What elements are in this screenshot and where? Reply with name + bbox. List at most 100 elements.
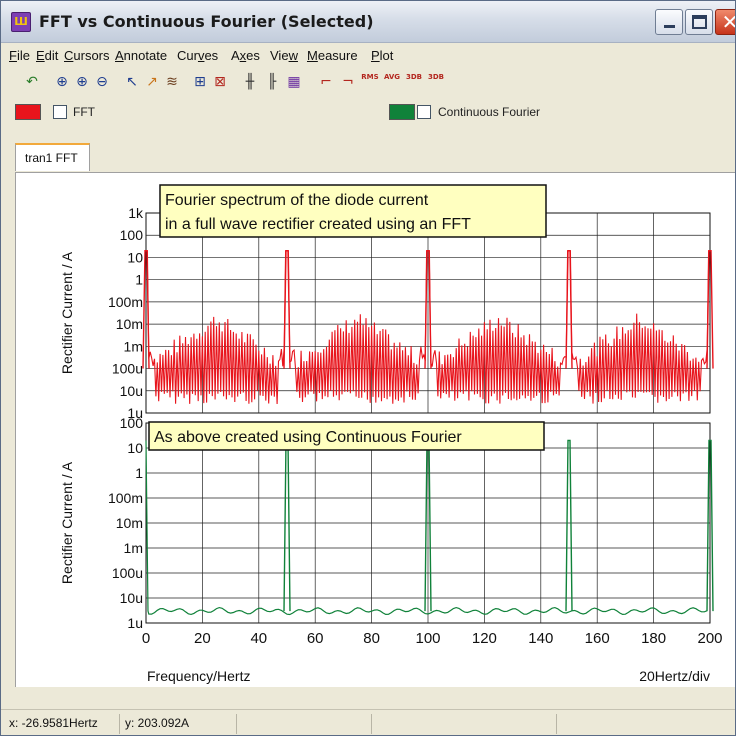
- x-tick-label: 100: [415, 630, 440, 647]
- fft-peak-mark[interactable]: [283, 250, 291, 369]
- continuous-fourier-legend-label: Continuous Fourier: [438, 105, 541, 119]
- fft-ytick-label: 100: [120, 227, 144, 243]
- fft-ytick-label: 10: [127, 249, 143, 265]
- axes-icon[interactable]: ╟: [267, 74, 277, 90]
- continuous-fourier-series-line[interactable]: [145, 440, 708, 616]
- cf-ytick-label: 10u: [120, 590, 143, 606]
- window-title: FFT vs Continuous Fourier (Selected): [39, 12, 374, 31]
- x-tick-label: 80: [363, 630, 380, 647]
- fft-annotation-text: Fourier spectrum of the diode current: [165, 192, 429, 209]
- x-tick-label: 140: [528, 630, 553, 647]
- cursor-a-icon[interactable]: ↖: [126, 74, 138, 90]
- zoom-fit-icon[interactable]: ⊕: [56, 74, 68, 90]
- fft-ytick-label: 1k: [128, 205, 144, 221]
- continuous-fourier-color-swatch[interactable]: [389, 104, 415, 120]
- cf-ytick-label: 10m: [116, 515, 143, 531]
- app-icon[interactable]: Ш: [11, 12, 31, 32]
- menu-plot[interactable]: Plot: [371, 48, 394, 63]
- fft-peak-mark[interactable]: [424, 250, 432, 369]
- falling-edge-icon[interactable]: ¬: [342, 74, 354, 90]
- cursor-b-icon[interactable]: ↗: [146, 74, 158, 90]
- fft-peak-mark[interactable]: [706, 250, 714, 369]
- fft-legend-label: FFT: [73, 105, 95, 119]
- menu-file[interactable]: File: [9, 48, 30, 63]
- x-tick-label: 120: [472, 630, 497, 647]
- rms-icon[interactable]: RMS: [361, 73, 379, 81]
- menu-axes[interactable]: Axes: [231, 48, 260, 63]
- avg-icon[interactable]: AVG: [383, 73, 401, 81]
- legend-bar: FFT Continuous Fourier: [1, 99, 735, 125]
- cf-ytick-label: 10: [127, 440, 143, 456]
- fft-peak-mark[interactable]: [565, 250, 573, 369]
- menu-edit[interactable]: Edit: [36, 48, 59, 63]
- fft-annotation-box[interactable]: [159, 184, 547, 238]
- status-divider: [119, 714, 120, 734]
- fft-ytick-label: 10u: [120, 383, 143, 399]
- fft-peak-mark[interactable]: [142, 250, 150, 369]
- fft-ylabel: Rectifier Current / A: [59, 251, 75, 374]
- toolbar: ↶ ⊕ ⊕ ⊖ ↖ ↗ ≋ ⊞ ⊠ ╫ ╟ ▦ ⌐ ¬ RMS AVG 3DB …: [1, 69, 735, 95]
- cf-ytick-label: 1u: [127, 615, 143, 631]
- fft-ytick-label: 100u: [112, 361, 143, 377]
- fft-color-swatch[interactable]: [15, 104, 41, 120]
- delete-curve-icon[interactable]: ⊠: [214, 74, 226, 90]
- fft-ytick-label: 1u: [127, 405, 143, 421]
- tab-tran1-fft[interactable]: tran1 FFT: [15, 143, 90, 171]
- status-divider: [236, 714, 237, 734]
- status-bar: x: -26.9581Hertz y: 203.092A: [1, 709, 735, 735]
- menu-curves[interactable]: Curves: [177, 48, 219, 63]
- continuous-fourier-peak-mark[interactable]: [565, 439, 573, 612]
- menu-measure[interactable]: Measure: [307, 48, 358, 63]
- minimize-button[interactable]: [655, 9, 683, 35]
- x-tick-label: 60: [307, 630, 324, 647]
- cf-annotation-text: As above created using Continuous Fourie…: [154, 429, 462, 446]
- fft-ytick-label: 1: [135, 272, 143, 288]
- menu-view[interactable]: View: [270, 48, 298, 63]
- undo-arrow-icon[interactable]: ↶: [26, 74, 38, 90]
- stack-icon[interactable]: ▦: [287, 74, 301, 90]
- fft-visibility-checkbox[interactable]: [53, 105, 67, 119]
- status-y-readout: y: 203.092A: [125, 716, 190, 730]
- cf-ytick-label: 1m: [124, 540, 143, 556]
- continuous-fourier-peak-mark[interactable]: [283, 439, 291, 612]
- continuous-fourier-visibility-checkbox[interactable]: [417, 105, 431, 119]
- fft-ytick-label: 100m: [108, 294, 143, 310]
- grid-icon[interactable]: ╫: [245, 74, 255, 90]
- x-tick-label: 160: [585, 630, 610, 647]
- fft-ytick-label: 10m: [116, 316, 143, 332]
- cf-annotation-box[interactable]: [148, 421, 545, 451]
- maximize-button[interactable]: [685, 9, 713, 35]
- 3db-icon[interactable]: 3DB: [405, 73, 423, 81]
- x-tick-label: 0: [142, 630, 150, 647]
- plot-panel[interactable]: 1k 100 10 1 100m 10m 1m 100u 10u 1u Rectifier Curr…: [15, 172, 736, 688]
- zoom-in-icon[interactable]: ⊕: [76, 74, 88, 90]
- x-tick-label: 20: [194, 630, 211, 647]
- continuous-fourier-peak-mark[interactable]: [706, 439, 714, 612]
- waveform-icon[interactable]: ≋: [166, 74, 178, 90]
- menu-annotate[interactable]: Annotate: [115, 48, 168, 63]
- x-tick-label: 180: [641, 630, 666, 647]
- close-button[interactable]: ✕: [715, 9, 735, 35]
- status-divider: [556, 714, 557, 734]
- tab-row: tran1 FFT: [1, 139, 735, 171]
- status-x-readout: x: -26.9581Hertz: [9, 716, 98, 730]
- cf-ylabel: Rectifier Current / A: [59, 461, 75, 584]
- rising-edge-icon[interactable]: ⌐: [320, 74, 332, 90]
- fft-annotation-text: in a full wave rectifier created using a…: [165, 216, 471, 233]
- zoom-out-icon[interactable]: ⊖: [96, 74, 108, 90]
- cf-ytick-label: 1: [135, 465, 143, 481]
- 3db-alt-icon[interactable]: 3DB: [427, 73, 445, 81]
- cf-ytick-label: 100m: [108, 490, 143, 506]
- cf-ytick-label: 100: [120, 415, 144, 431]
- close-icon: ✕: [718, 10, 735, 34]
- fft-ytick-label: 1m: [124, 338, 143, 354]
- cf-ytick-label: 100u: [112, 565, 143, 581]
- x-tick-label: 200: [697, 630, 722, 647]
- title-bar[interactable]: Ш FFT vs Continuous Fourier (Selected) ✕: [1, 1, 735, 43]
- minimize-icon: [664, 25, 675, 28]
- add-curve-icon[interactable]: ⊞: [194, 74, 206, 90]
- menu-cursors[interactable]: Cursors: [64, 48, 110, 63]
- maximize-icon: [692, 15, 707, 29]
